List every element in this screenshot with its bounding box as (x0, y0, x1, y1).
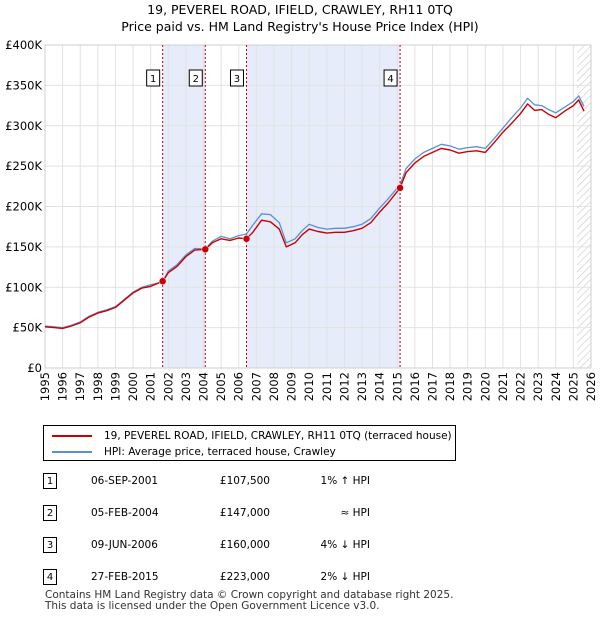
sale-marker-label: 2 (193, 74, 199, 85)
legend-line-property (52, 435, 92, 437)
x-tick-label: 2011 (320, 372, 334, 401)
legend: 19, PEVEREL ROAD, IFIELD, CRAWLEY, RH11 … (43, 425, 456, 461)
x-tick-label: 2017 (425, 372, 439, 401)
sale-number: 3 (43, 537, 57, 553)
sale-marker-label: 3 (234, 74, 240, 85)
sale-date: 06-SEP-2001 (91, 475, 159, 487)
x-tick-label: 2026 (584, 372, 598, 401)
sale-row: 3 09-JUN-2006 £160,000 4% ↓ HPI (43, 537, 383, 555)
sale-price: £223,000 (219, 571, 270, 583)
sale-number: 4 (43, 569, 57, 585)
sale-point (158, 277, 167, 285)
legend-item-property: 19, PEVEREL ROAD, IFIELD, CRAWLEY, RH11 … (52, 428, 452, 444)
chart-subtitle: Price paid vs. HM Land Registry's House … (121, 19, 478, 34)
footer-copyright: Contains HM Land Registry data © Crown c… (45, 589, 454, 601)
y-tick-label: £400K (5, 38, 42, 52)
sale-number: 1 (43, 473, 57, 489)
sale-hpi-comparison: 1% ↑ HPI (320, 475, 370, 487)
footer-license: This data is licensed under the Open Gov… (45, 600, 380, 612)
x-tick-label: 2020 (478, 372, 492, 401)
sale-point (242, 235, 251, 243)
x-tick-label: 2014 (373, 372, 387, 401)
x-tick-label: 1995 (38, 372, 52, 401)
x-tick-label: 2007 (249, 372, 263, 401)
x-tick-label: 2009 (285, 372, 299, 401)
x-tick-label: 2015 (390, 372, 404, 401)
legend-label-property: 19, PEVEREL ROAD, IFIELD, CRAWLEY, RH11 … (104, 430, 452, 442)
x-tick-label: 2016 (408, 372, 422, 401)
sale-marker-box (188, 69, 203, 87)
x-tick-label: 2005 (214, 372, 228, 401)
sale-hpi-comparison: ≈ HPI (340, 507, 370, 519)
sale-hpi-comparison: 4% ↓ HPI (320, 539, 370, 551)
sale-row: 2 05-FEB-2004 £147,000 ≈ HPI (43, 505, 383, 523)
x-tick-label: 2012 (337, 372, 351, 401)
sale-point (201, 245, 210, 254)
price-chart: 19, PEVEREL ROAD, IFIELD, CRAWLEY, RH11 … (5, 2, 598, 401)
x-tick-label: 2018 (443, 372, 457, 401)
sale-price: £160,000 (219, 539, 270, 551)
x-tick-label: 2000 (126, 372, 140, 401)
sale-row: 4 27-FEB-2015 £223,000 2% ↓ HPI (43, 569, 383, 587)
x-tick-label: 1997 (73, 372, 87, 401)
y-tick-label: £350K (5, 78, 42, 92)
x-tick-label: 2021 (496, 372, 510, 401)
chart-title: 19, PEVEREL ROAD, IFIELD, CRAWLEY, RH11 … (147, 2, 453, 17)
x-tick-label: 2008 (267, 372, 281, 401)
sale-row: 1 06-SEP-2001 £107,500 1% ↑ HPI (43, 473, 383, 491)
x-tick-label: 2001 (144, 372, 158, 401)
sale-date: 05-FEB-2004 (91, 507, 159, 519)
x-tick-label: 2003 (179, 372, 193, 401)
x-tick-label: 2013 (355, 372, 369, 401)
y-tick-label: £50K (13, 321, 43, 335)
legend-label-hpi: HPI: Average price, terraced house, Craw… (104, 446, 336, 458)
x-tick-label: 1999 (108, 372, 122, 401)
y-tick-label: £100K (5, 280, 42, 294)
y-tick-label: £0 (27, 361, 42, 375)
plot-area: £0 £50K £100K £150K £200K £250K £300K £350K £400… (5, 38, 598, 401)
y-tick-label: £200K (5, 200, 42, 214)
y-tick-label: £250K (5, 159, 42, 173)
y-tick-label: £300K (5, 119, 42, 133)
series-line-hpi (44, 95, 585, 329)
x-tick-label: 2006 (232, 372, 246, 401)
x-tick-label: 2025 (566, 372, 580, 401)
x-tick-label: 2010 (302, 372, 316, 401)
sale-hpi-comparison: 2% ↓ HPI (320, 571, 370, 583)
x-tick-label: 2024 (549, 372, 563, 401)
y-tick-label: £150K (5, 240, 42, 254)
x-tick-label: 2002 (161, 372, 175, 401)
series-line-property (44, 99, 585, 330)
x-tick-label: 1998 (91, 372, 105, 401)
x-tick-label: 2019 (461, 372, 475, 401)
sale-price: £147,000 (219, 507, 270, 519)
plot-border (44, 44, 592, 369)
sale-marker-label: 4 (387, 74, 393, 85)
sale-marker-label: 1 (150, 74, 156, 85)
sale-marker-box (383, 69, 398, 87)
x-tick-label: 2022 (514, 372, 528, 401)
sale-date: 09-JUN-2006 (91, 539, 158, 551)
sale-date: 27-FEB-2015 (91, 571, 159, 583)
sale-point (396, 184, 404, 192)
x-tick-label: 2023 (531, 372, 545, 401)
sale-marker-box (146, 69, 161, 87)
sale-price: £107,500 (219, 475, 270, 487)
x-tick-label: 1996 (56, 372, 70, 401)
sale-marker-box (229, 69, 244, 87)
x-tick-label: 2004 (197, 372, 211, 401)
legend-line-hpi (52, 451, 92, 453)
sale-number: 2 (43, 505, 57, 521)
legend-item-hpi: HPI: Average price, terraced house, Craw… (52, 444, 336, 460)
footer: Contains HM Land Registry data © Crown c… (45, 590, 453, 612)
